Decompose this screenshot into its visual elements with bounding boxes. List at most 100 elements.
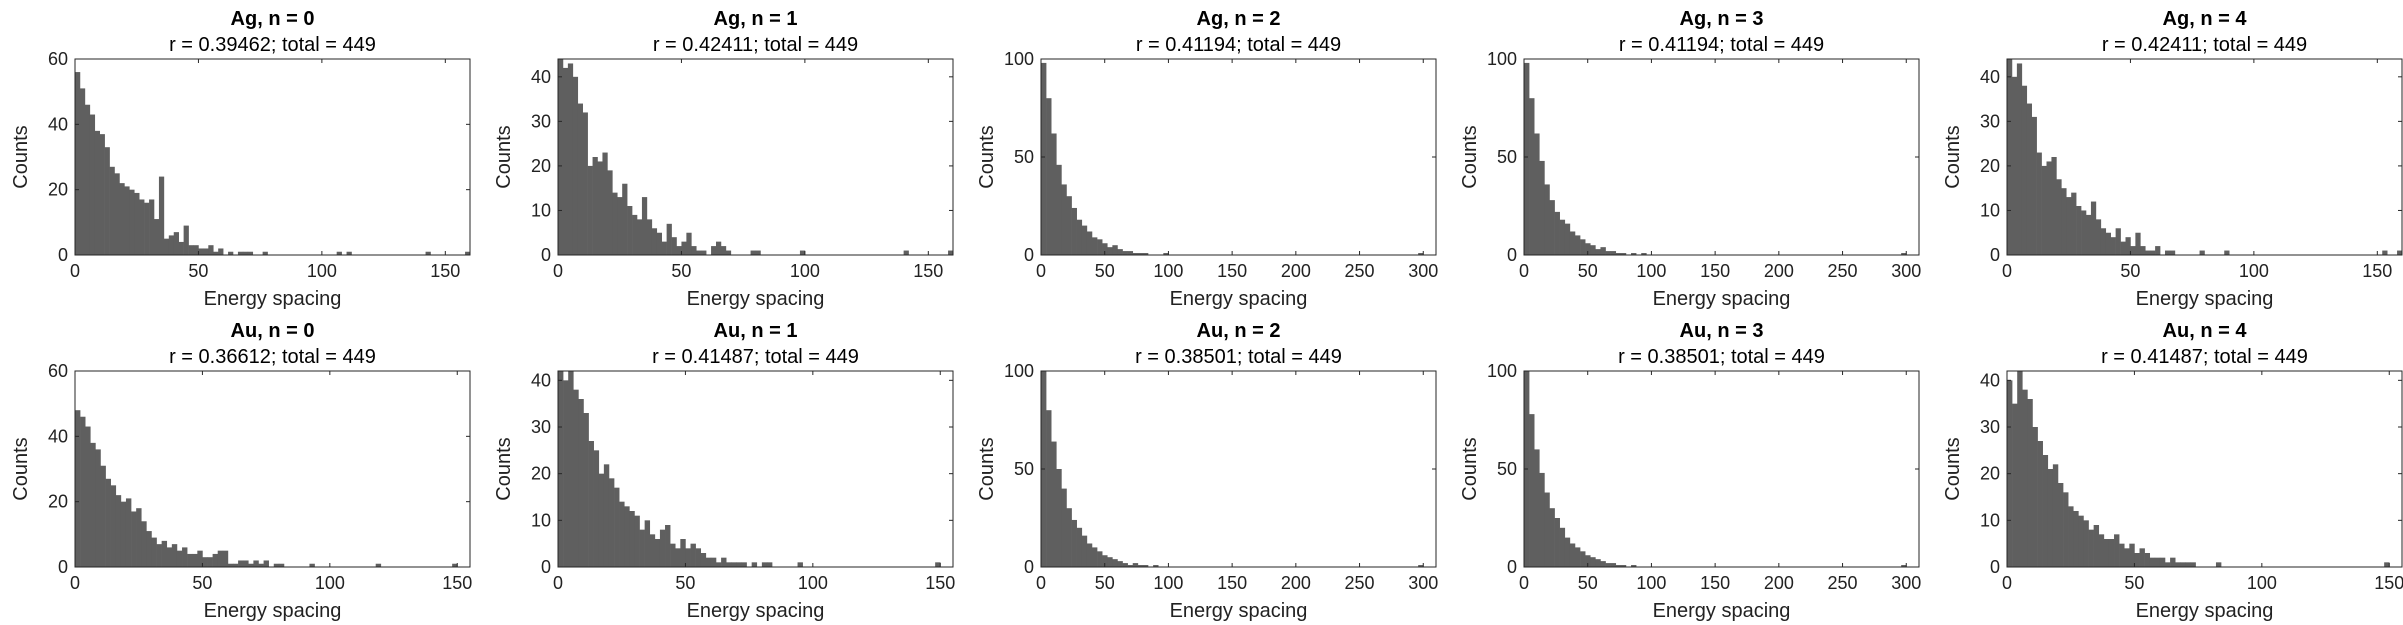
histogram-bar [1117,561,1123,567]
histogram-bar [346,251,352,255]
histogram-bar [741,562,747,567]
y-tick-label: 0 [541,557,551,577]
histogram-bar [2155,246,2161,255]
histogram-bar [75,72,81,255]
histogram-bar [207,557,213,567]
histogram-bar [238,560,244,567]
histogram-bar [1102,555,1108,567]
axes-box [1523,58,1920,256]
histogram-bar [1524,62,1530,255]
histogram-bar [1097,239,1103,255]
histogram-bar [2076,206,2082,255]
histogram-bar [1418,253,1424,255]
x-tick-label: 300 [1408,261,1438,281]
y-tick-label: 40 [1980,370,2000,390]
histogram-bar [583,413,589,567]
y-axis-label: Counts [976,125,998,188]
y-tick-label: 60 [48,49,68,69]
x-axis-label: Energy spacing [1170,600,1308,622]
histogram-bar [2103,539,2110,567]
x-tick-label: 300 [1408,573,1438,593]
histogram-bar [156,544,162,567]
histogram-bar [218,248,224,255]
x-tick-label: 0 [1519,573,1529,593]
histogram-bar [149,199,155,255]
x-axis-label: Energy spacing [687,600,825,622]
histogram-bar [2397,250,2403,255]
histogram-bar [2384,562,2390,567]
histogram-bar [622,183,628,255]
x-tick-label: 100 [798,573,828,593]
histogram-bar [193,245,199,255]
chart-subtitle: r = 0.41194; total = 449 [1619,34,1824,56]
histogram-bar [710,557,717,567]
histogram-bar [2165,250,2171,255]
histogram-bar [654,539,661,567]
histogram-bar [119,183,125,255]
x-axis-label: Energy spacing [2136,288,2274,310]
histogram-bar [632,214,638,255]
histogram-bar [176,550,183,567]
histogram-bar [2063,492,2069,567]
histogram-bar [2139,548,2145,567]
chart-subtitle: r = 0.36612; total = 449 [169,346,376,368]
chart-title: Ag, n = 1 [714,8,798,30]
histogram-bar [2073,511,2079,567]
y-tick-label: 10 [531,510,551,530]
histogram-bar [171,544,178,567]
histogram-bar [2149,557,2156,567]
histogram-bar [188,245,194,255]
histogram-bar [2185,562,2191,567]
histogram-bar [588,441,594,567]
histogram-bar [2215,562,2222,567]
y-tick-label: 40 [48,426,68,446]
chart-title: Au, n = 2 [1197,320,1281,342]
y-tick-label: 0 [1507,557,1517,577]
histogram-bar [125,498,132,567]
y-tick-label: 10 [531,200,551,220]
histogram-bar [597,161,603,255]
histogram-bar [89,114,96,256]
histogram-bar [120,501,127,567]
histogram-bar [1580,551,1586,567]
histogram-bar [465,251,471,255]
x-tick-label: 0 [1036,261,1046,281]
histogram-bar [163,238,170,255]
histogram-bar [1595,249,1601,255]
y-tick-label: 100 [1487,49,1517,69]
x-tick-label: 50 [188,261,208,281]
histogram-bar [197,550,203,567]
histogram-bar [1549,200,1555,255]
axes-box [2006,58,2403,256]
histogram-bar [619,501,625,567]
y-tick-label: 100 [1487,361,1517,381]
histogram-bar [666,223,672,255]
histogram-bar [2119,543,2125,567]
histogram-bar [1595,559,1601,567]
histogram-bar [1605,563,1611,567]
histogram-bar [2017,371,2023,567]
histogram-bar [750,250,756,255]
histogram-bar [202,557,208,567]
histogram-bar [2031,116,2037,255]
histogram-bar [203,248,209,255]
histogram-panel-5: 0 50 100 150 0 20 40 60 Au, n = 0 r = 0.36612; to… [10,320,472,622]
histogram-bar [2114,534,2120,567]
histogram-bar [1585,243,1591,255]
histogram-bar [603,464,610,567]
x-tick-label: 100 [1636,573,1666,593]
histogram-bar [75,410,81,567]
chart-subtitle: r = 0.42411; total = 449 [653,34,858,56]
histogram-bar [686,232,692,255]
axes-box [2006,370,2403,568]
x-tick-label: 100 [1636,261,1666,281]
y-axis-label: Counts [1459,125,1481,188]
histogram-bar [627,206,633,255]
chart-subtitle: r = 0.39462; total = 449 [169,34,376,56]
histogram-bar [659,529,666,567]
histogram-bar [187,553,193,567]
histogram-bar [716,562,722,567]
chart-title: Ag, n = 4 [2163,8,2248,30]
histogram-bars [558,59,954,256]
histogram-bar [278,563,285,567]
